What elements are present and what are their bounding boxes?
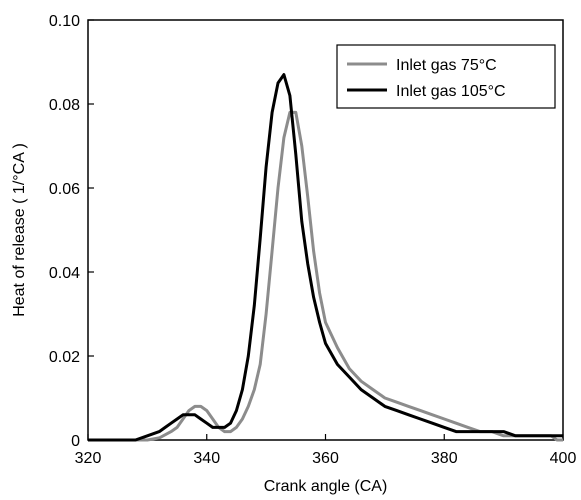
y-axis-title: Heat of release ( 1/°CA ) [11,143,28,317]
x-axis-title: Crank angle (CA) [264,478,388,495]
legend-label-105c: Inlet gas 105°C [396,83,506,100]
y-tick-label: 0.02 [49,349,80,366]
x-tick-label: 320 [75,450,102,467]
y-tick-label: 0.08 [49,97,80,114]
y-tick-label: 0 [71,433,80,450]
series-line-75c [88,110,563,442]
series-line-105c [88,73,563,442]
x-tick-label: 400 [550,450,577,467]
y-tick-label: 0.06 [49,181,80,198]
y-tick-label: 0.10 [49,13,80,30]
y-axis-ticks: 0 0.02 0.04 0.06 0.08 0.10 [49,13,94,450]
legend-box [336,44,556,109]
series-layer [88,73,563,442]
legend-label-75c: Inlet gas 75°C [396,57,497,74]
y-tick-label: 0.04 [49,265,80,282]
legend: Inlet gas 75°C Inlet gas 105°C [336,44,556,109]
x-tick-label: 380 [431,450,458,467]
x-tick-label: 360 [312,450,339,467]
x-tick-label: 340 [193,450,220,467]
